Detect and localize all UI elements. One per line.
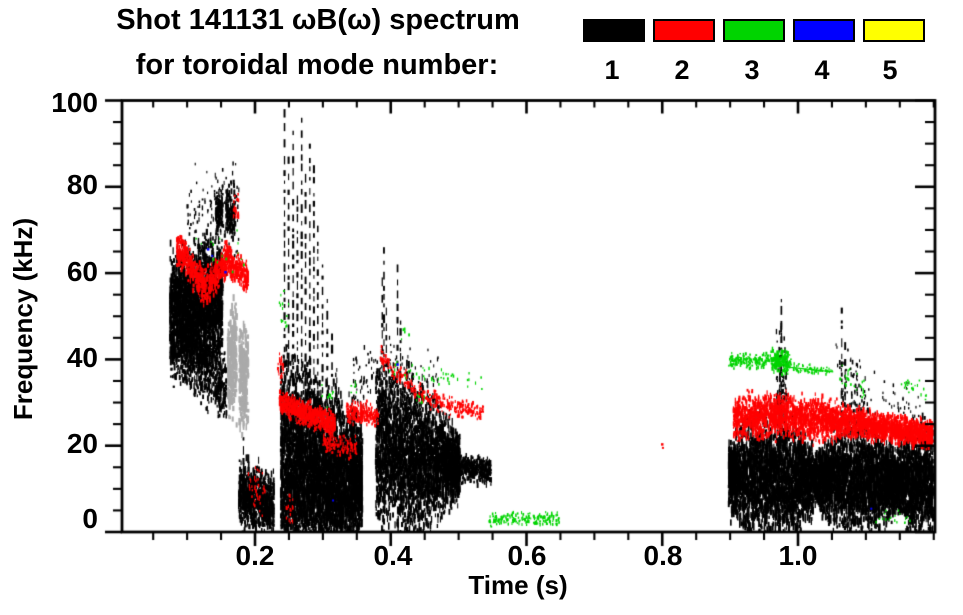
y-axis-title: Frequency (kHz) [8, 217, 38, 421]
legend-swatch-mode-2 [653, 19, 715, 42]
y-tick-label-80: 80 [66, 169, 98, 200]
legend-label-mode-3: 3 [744, 55, 760, 85]
y-tick-label-100: 100 [51, 87, 98, 118]
legend-label-mode-5: 5 [882, 55, 898, 85]
x-tick-label-1.0: 1.0 [778, 540, 818, 571]
legend-label-mode-4: 4 [814, 55, 830, 85]
legend-swatch-mode-5 [863, 19, 925, 42]
legend-label-mode-2: 2 [674, 55, 690, 85]
x-tick-label-0.6: 0.6 [507, 540, 547, 571]
y-tick-label-60: 60 [66, 256, 98, 287]
chart-title-line-1: Shot 141131 ωB(ω) spectrum [116, 4, 520, 36]
chart-title-line-2: for toroidal mode number: [135, 49, 499, 81]
legend-swatch-mode-3 [723, 19, 785, 42]
x-tick-label-0.8: 0.8 [643, 540, 683, 571]
x-axis-title: Time (s) [468, 570, 568, 600]
legend-swatch-mode-1 [583, 19, 645, 42]
x-tick-label-0.4: 0.4 [373, 540, 413, 571]
x-tick-label-0.2: 0.2 [235, 540, 275, 571]
y-tick-label-0: 0 [82, 503, 98, 534]
y-tick-label-20: 20 [66, 428, 98, 459]
legend-swatch-mode-4 [793, 19, 855, 42]
y-tick-label-40: 40 [66, 342, 98, 373]
legend-label-mode-1: 1 [604, 55, 620, 85]
